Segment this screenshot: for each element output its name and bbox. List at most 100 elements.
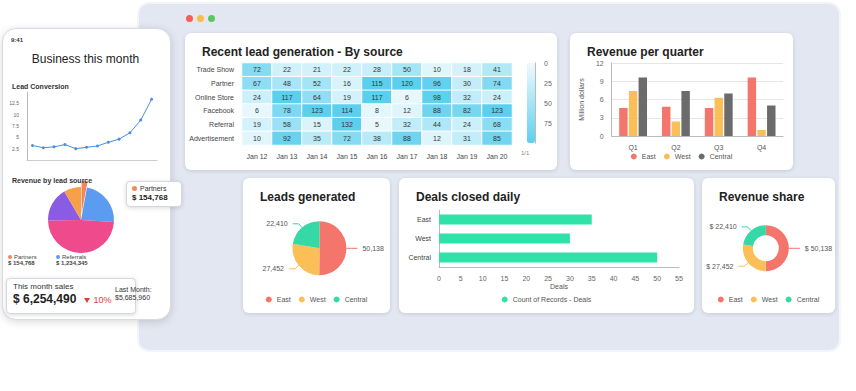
svg-text:Jan 13: Jan 13 <box>276 153 297 160</box>
svg-text:10: 10 <box>479 275 487 282</box>
svg-text:Advertisement: Advertisement <box>189 135 234 142</box>
svg-text:22: 22 <box>283 66 291 73</box>
svg-text:Q3: Q3 <box>714 144 723 152</box>
svg-text:64: 64 <box>313 94 321 101</box>
svg-text:Online Store: Online Store <box>195 94 234 101</box>
svg-text:Central: Central <box>797 296 820 303</box>
svg-text:Q4: Q4 <box>757 144 766 152</box>
svg-text:Revenue share: Revenue share <box>719 190 805 204</box>
svg-text:21: 21 <box>313 66 321 73</box>
svg-text:20: 20 <box>522 275 530 282</box>
svg-text:Jan 12: Jan 12 <box>246 153 267 160</box>
svg-text:30: 30 <box>566 275 574 282</box>
svg-text:58: 58 <box>283 121 291 128</box>
svg-text:12: 12 <box>596 60 604 67</box>
svg-text:75: 75 <box>544 120 552 127</box>
svg-text:18: 18 <box>463 66 471 73</box>
svg-text:6: 6 <box>405 94 409 101</box>
svg-text:28: 28 <box>373 66 381 73</box>
svg-text:123: 123 <box>311 107 323 114</box>
svg-text:15: 15 <box>313 121 321 128</box>
svg-text:Q1: Q1 <box>628 144 637 152</box>
svg-text:24: 24 <box>253 94 261 101</box>
svg-text:8: 8 <box>375 107 379 114</box>
svg-text:Central: Central <box>408 254 431 261</box>
svg-text:44: 44 <box>433 121 441 128</box>
svg-text:6: 6 <box>255 107 259 114</box>
svg-text:West: West <box>415 235 431 242</box>
svg-text:5: 5 <box>16 134 19 140</box>
svg-text:25: 25 <box>544 80 552 87</box>
svg-text:3: 3 <box>600 114 604 121</box>
svg-text:16: 16 <box>343 80 351 87</box>
svg-text:98: 98 <box>433 94 441 101</box>
svg-text:117: 117 <box>281 94 292 101</box>
svg-text:Referral: Referral <box>209 121 234 128</box>
svg-text:67: 67 <box>253 80 261 87</box>
svg-text:West: West <box>762 296 778 303</box>
svg-text:41: 41 <box>493 66 501 73</box>
svg-text:Revenue by lead source: Revenue by lead source <box>12 177 92 185</box>
svg-text:115: 115 <box>371 80 382 87</box>
svg-text:Jan 17: Jan 17 <box>396 153 417 160</box>
svg-text:Q2: Q2 <box>671 144 680 152</box>
svg-text:48: 48 <box>283 80 291 87</box>
svg-text:85: 85 <box>493 135 501 142</box>
svg-text:82: 82 <box>463 107 471 114</box>
svg-text:Facebook: Facebook <box>203 107 234 114</box>
svg-text:Jan 18: Jan 18 <box>426 153 447 160</box>
svg-text:88: 88 <box>403 135 411 142</box>
svg-text:24: 24 <box>493 94 501 101</box>
svg-text:72: 72 <box>253 66 261 73</box>
svg-text:78: 78 <box>283 107 291 114</box>
svg-text:Count of Records - Deals: Count of Records - Deals <box>513 296 592 303</box>
svg-text:Million dollars: Million dollars <box>578 78 585 121</box>
svg-text:123: 123 <box>491 107 503 114</box>
svg-text:9: 9 <box>600 78 604 85</box>
svg-text:Leads generated: Leads generated <box>260 190 355 204</box>
svg-text:7.5: 7.5 <box>12 123 19 129</box>
svg-text:19: 19 <box>343 94 351 101</box>
svg-text:50: 50 <box>544 100 552 107</box>
svg-text:55: 55 <box>675 275 683 282</box>
svg-text:22: 22 <box>343 66 351 73</box>
svg-text:24: 24 <box>463 121 471 128</box>
svg-text:East: East <box>642 153 656 160</box>
svg-text:120: 120 <box>401 80 413 87</box>
svg-text:96: 96 <box>433 80 441 87</box>
svg-text:Deals: Deals <box>550 283 568 290</box>
svg-text:Jan 14: Jan 14 <box>306 153 327 160</box>
svg-text:Lead Conversion: Lead Conversion <box>12 83 69 90</box>
svg-text:Jan 16: Jan 16 <box>366 153 387 160</box>
svg-text:Jan 15: Jan 15 <box>336 153 357 160</box>
svg-text:5: 5 <box>459 275 463 282</box>
svg-text:25: 25 <box>544 275 552 282</box>
svg-text:40: 40 <box>610 275 618 282</box>
svg-text:Jan 20: Jan 20 <box>486 153 507 160</box>
svg-text:19: 19 <box>253 121 261 128</box>
svg-text:52: 52 <box>313 80 321 87</box>
svg-text:Recent lead generation - By so: Recent lead generation - By source <box>202 45 403 59</box>
svg-text:10: 10 <box>253 135 261 142</box>
svg-text:Revenue per quarter: Revenue per quarter <box>587 45 704 59</box>
svg-text:30: 30 <box>463 80 471 87</box>
svg-text:50: 50 <box>653 275 661 282</box>
svg-text:132: 132 <box>341 121 353 128</box>
svg-text:35: 35 <box>313 135 321 142</box>
svg-text:88: 88 <box>433 107 441 114</box>
svg-text:Central: Central <box>710 153 733 160</box>
svg-text:74: 74 <box>493 80 501 87</box>
svg-text:12: 12 <box>433 135 441 142</box>
svg-text:East: East <box>729 296 743 303</box>
svg-text:West: West <box>310 296 326 303</box>
svg-text:27,452: 27,452 <box>263 265 285 272</box>
svg-text:92: 92 <box>283 135 291 142</box>
svg-text:22,410: 22,410 <box>266 220 288 227</box>
svg-text:32: 32 <box>463 94 471 101</box>
svg-text:0: 0 <box>437 275 441 282</box>
svg-text:Deals closed daily: Deals closed daily <box>416 190 520 204</box>
svg-text:Jan 19: Jan 19 <box>456 153 477 160</box>
svg-text:72: 72 <box>343 135 351 142</box>
svg-text:0: 0 <box>600 133 604 140</box>
svg-text:12.5: 12.5 <box>9 100 19 106</box>
